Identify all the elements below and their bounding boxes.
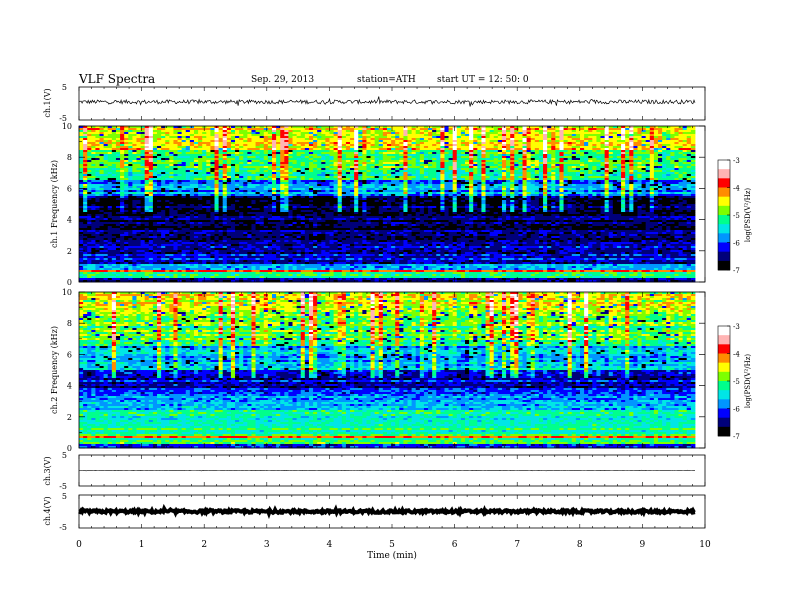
- figure-title: VLF Spectra: [78, 72, 155, 86]
- start-ut-label: start UT = 12: 50: 0: [437, 75, 529, 85]
- date-label: Sep. 29, 2013: [251, 75, 314, 85]
- ch1-waveform-panel: 5 -5 ch.1(V): [43, 83, 705, 123]
- ch1-waveform-frame: [79, 87, 705, 120]
- ch1-spectrogram-image: [79, 126, 705, 282]
- ch1-ytick-top: 5: [62, 83, 67, 92]
- station-label: station=ATH: [357, 75, 416, 85]
- ch1-waveform-ylabel: ch.1(V): [43, 88, 52, 117]
- vlf-spectra-figure: VLF Spectra Sep. 29, 2013 station=ATH st…: [0, 0, 792, 612]
